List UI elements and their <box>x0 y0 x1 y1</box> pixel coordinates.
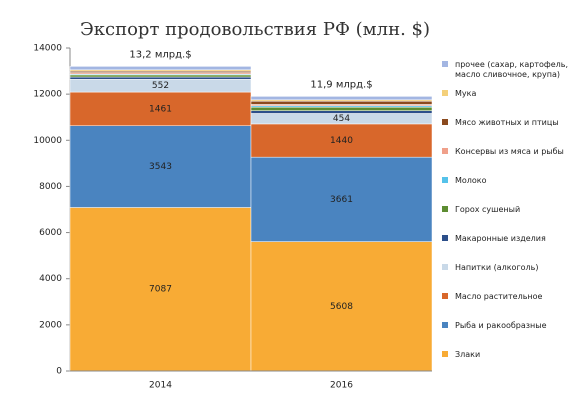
legend-item: Мясо животных и птицы <box>442 118 570 147</box>
legend-swatch <box>442 61 448 67</box>
legend-label: Мясо животных и птицы <box>455 118 559 127</box>
legend-label: Мука <box>455 89 477 98</box>
legend-swatch <box>442 293 448 299</box>
bar-segment <box>69 74 252 78</box>
legend-swatch <box>442 235 448 241</box>
y-tick-label: 10000 <box>33 136 62 146</box>
legend-label: Масло растительное <box>455 292 543 301</box>
x-tick-label: 2016 <box>330 381 353 391</box>
x-tick-label: 2014 <box>149 381 172 391</box>
y-tick-label: 14000 <box>33 44 62 54</box>
data-label: 1440 <box>330 136 353 146</box>
data-label: 3543 <box>149 162 172 172</box>
legend: прочее (сахар, картофель, масло сливочно… <box>442 60 570 379</box>
legend-swatch <box>442 177 448 183</box>
legend-swatch <box>442 322 448 328</box>
bar-segment <box>250 156 433 242</box>
legend-label: Консервы из мяса и рыбы <box>455 147 564 156</box>
legend-swatch <box>442 206 448 212</box>
legend-item: Макаронные изделия <box>442 234 570 263</box>
data-label: 1461 <box>149 104 172 114</box>
data-label: 5608 <box>330 302 353 312</box>
y-tick-label: 4000 <box>39 274 62 284</box>
legend-item: Горох сушеный <box>442 205 570 234</box>
legend-swatch <box>442 90 448 96</box>
legend-label: Макаронные изделия <box>455 234 546 243</box>
bar-segment <box>69 91 252 127</box>
legend-item: Напитки (алкоголь) <box>442 263 570 292</box>
bar-segment <box>69 66 252 71</box>
legend-item: Масло растительное <box>442 292 570 321</box>
data-label: 454 <box>333 114 350 124</box>
legend-label: Рыба и ракообразные <box>455 321 547 330</box>
bar-segment <box>250 110 433 114</box>
legend-swatch <box>442 351 448 357</box>
legend-item: Рыба и ракообразные <box>442 321 570 350</box>
legend-swatch <box>442 119 448 125</box>
legend-item: прочее (сахар, картофель, масло сливочно… <box>442 60 570 89</box>
y-tick-label: 6000 <box>39 228 62 238</box>
bar-segment <box>250 106 433 111</box>
legend-label: Злаки <box>455 350 481 359</box>
legend-item: Злаки <box>442 350 570 379</box>
legend-label: Молоко <box>455 176 487 185</box>
legend-label: Горох сушеный <box>455 205 521 214</box>
data-label: 552 <box>152 81 169 91</box>
bar-segment <box>69 76 252 80</box>
legend-item: Молоко <box>442 176 570 205</box>
bar-segment <box>250 100 433 105</box>
data-label: 7087 <box>149 285 172 295</box>
bar-segment <box>250 96 433 101</box>
y-tick-label: 0 <box>56 367 62 377</box>
total-label: 11,9 млрд.$ <box>310 79 372 90</box>
y-tick-label: 8000 <box>39 182 62 192</box>
legend-item: Консервы из мяса и рыбы <box>442 147 570 176</box>
legend-label: Напитки (алкоголь) <box>455 263 539 272</box>
legend-label: прочее (сахар, картофель, масло сливочно… <box>455 60 569 79</box>
bar-segment <box>69 207 252 372</box>
y-tick-label: 2000 <box>39 320 62 330</box>
total-label: 13,2 млрд.$ <box>129 49 191 60</box>
chart-title: Экспорт продовольствия РФ (млн. $) <box>80 19 430 40</box>
data-label: 3661 <box>330 195 353 205</box>
legend-swatch <box>442 264 448 270</box>
legend-item: Мука <box>442 89 570 118</box>
y-tick-label: 12000 <box>33 90 62 100</box>
legend-swatch <box>442 148 448 154</box>
